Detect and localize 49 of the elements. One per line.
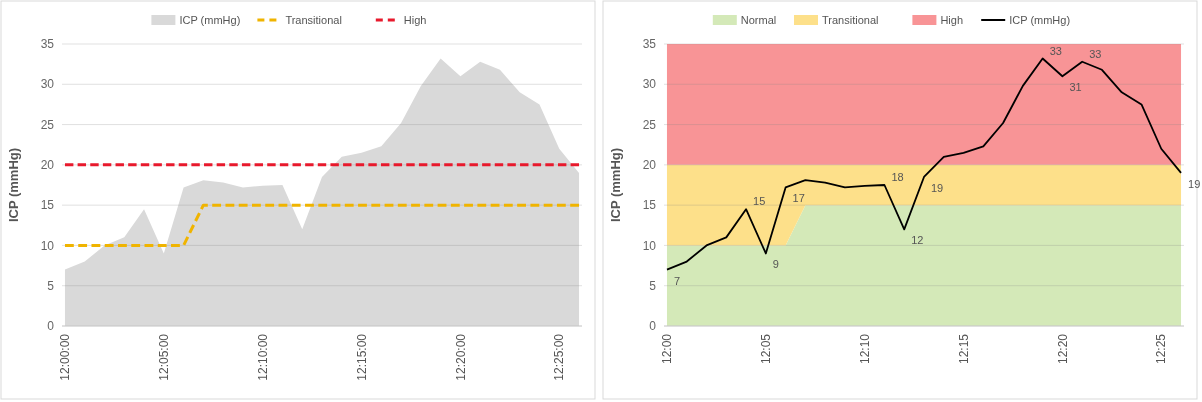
data-label: 19 — [931, 181, 944, 194]
data-label: 17 — [792, 192, 805, 205]
data-label: 33 — [1089, 47, 1102, 60]
y-tick-label: 20 — [642, 158, 657, 173]
y-tick-label: 0 — [47, 319, 55, 334]
y-tick-label: 5 — [649, 278, 657, 293]
legend-label: Transitional — [822, 13, 879, 26]
legend-label: ICP (mmHg) — [1009, 13, 1071, 26]
y-tick-label: 15 — [642, 198, 657, 213]
x-tick-label: 12:05:00 — [157, 333, 172, 381]
x-tick-label: 12:25 — [1154, 333, 1169, 365]
y-tick-label: 25 — [40, 117, 55, 132]
data-label: 18 — [891, 171, 904, 183]
y-tick-label: 10 — [40, 238, 55, 253]
legend-label: High — [940, 13, 964, 26]
y-tick-label: 20 — [40, 158, 55, 173]
legend-label: Normal — [740, 13, 777, 26]
y-tick-label: 35 — [642, 37, 657, 52]
data-label: 9 — [772, 258, 779, 271]
x-tick-label: 12:00:00 — [58, 333, 73, 381]
x-tick-label: 12:20 — [1055, 333, 1070, 365]
y-tick-label: 25 — [642, 117, 657, 132]
legend-label: Transitional — [285, 13, 342, 26]
x-tick-label: 12:25:00 — [552, 333, 567, 381]
y-tick-label: 0 — [649, 319, 657, 334]
y-axis-title: ICP (mmHg) — [608, 147, 623, 223]
x-tick-label: 12:20:00 — [453, 333, 468, 381]
data-label: 19 — [1188, 177, 1201, 190]
data-label: 12 — [911, 234, 924, 247]
legend-label: High — [403, 13, 427, 26]
y-axis-title: ICP (mmHg) — [6, 147, 21, 223]
x-tick-label: 12:10 — [857, 333, 872, 365]
x-tick-label: 12:10:00 — [255, 333, 270, 381]
data-label: 7 — [673, 274, 681, 287]
y-tick-label: 35 — [40, 37, 55, 52]
data-label: 15 — [753, 195, 766, 208]
line-series — [666, 57, 1182, 271]
y-tick-label: 10 — [642, 238, 657, 253]
data-label: 33 — [1049, 44, 1062, 57]
y-tick-label: 30 — [642, 77, 657, 92]
y-tick-label: 5 — [47, 278, 55, 293]
data-label: 31 — [1069, 81, 1082, 94]
y-tick-label: 15 — [40, 198, 55, 213]
legend-label: ICP (mmHg) — [179, 13, 241, 26]
y-tick-label: 30 — [40, 77, 55, 92]
x-tick-label: 12:15 — [956, 333, 971, 365]
x-tick-label: 12:00 — [660, 333, 675, 365]
x-tick-label: 12:15:00 — [354, 333, 369, 381]
x-tick-label: 12:05 — [759, 333, 774, 365]
